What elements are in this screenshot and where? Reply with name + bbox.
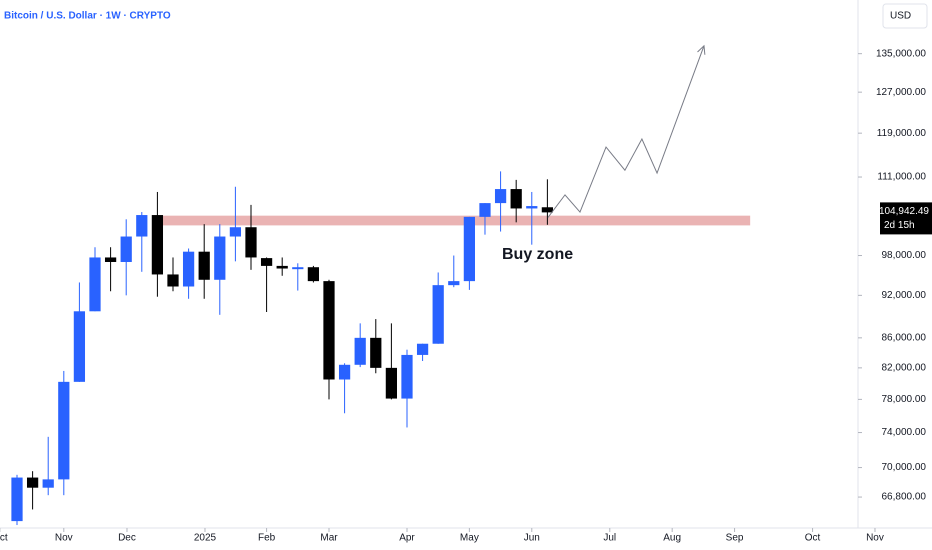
candle-body [510,189,522,209]
candle-body [198,251,210,280]
candle-body [214,236,226,280]
candle-body [448,281,460,286]
candle-body [526,206,538,209]
last-price-label: 104,942.49 [879,206,929,217]
y-tick-label: 135,000.00 [876,48,926,59]
candle-body [104,257,117,262]
candle-body [276,265,288,269]
candle-body [354,337,366,365]
x-tick-label: 2025 [194,533,217,544]
projection-arrowhead [697,44,706,55]
x-tick-label: Jul [603,533,616,544]
candle-body [323,281,335,380]
candle-body [151,215,164,275]
x-tick-label: Sep [726,533,744,544]
y-tick-label: 86,000.00 [882,332,927,343]
candle-body [307,267,320,282]
candle-body [338,364,351,380]
candle-body [463,216,475,282]
candle-body [479,203,491,217]
candle-body [42,479,54,488]
x-tick-label: Nov [55,533,73,544]
candle-body [385,367,398,399]
last-price-box [880,202,932,235]
candle-body [136,215,148,237]
candle-body [292,267,304,270]
y-tick-label: 111,000.00 [877,172,926,183]
candle-body [58,381,70,480]
candle-body [167,274,179,287]
x-tick-label: Jun [524,533,540,544]
candle-body [245,227,257,258]
chart-title: Bitcoin / U.S. Dollar · 1W · CRYPTO [4,11,171,22]
countdown-label: 2d 15h [884,220,915,231]
projection-path [547,45,705,218]
x-tick-label: Dec [118,533,136,544]
candle-body [229,227,242,237]
candle-body [26,477,39,488]
x-tick-label: Apr [399,533,415,544]
candle-body [370,337,382,368]
y-tick-label: 82,000.00 [882,363,927,374]
x-tick-label: Feb [258,533,276,544]
x-tick-label: Nov [866,533,884,544]
x-tick-label: Mar [320,533,338,544]
x-tick-label: Oct [805,533,821,544]
candle-body [494,189,507,204]
candle-body [73,311,86,382]
currency-button[interactable] [882,3,928,29]
x-tick-label: Oct [0,533,8,544]
candle-body [11,477,23,522]
candle-body [89,257,101,312]
currency-label[interactable]: USD [890,11,911,22]
y-tick-label: 70,000.00 [882,462,927,473]
candle-body [432,285,444,344]
y-tick-label: 98,000.00 [882,250,927,261]
y-tick-label: 119,000.00 [877,128,927,139]
y-tick-label: 78,000.00 [882,394,927,405]
x-tick-label: May [460,533,479,544]
candle-body [401,354,413,399]
candle-body [120,236,132,262]
x-tick-label: Aug [663,533,681,544]
candle-body [260,258,273,266]
candle-body [182,251,195,287]
zone-label: Buy zone [502,246,573,263]
y-tick-label: 127,000.00 [876,87,926,98]
buy-zone [157,215,751,226]
candle-body [541,207,553,213]
candle-body [416,343,429,355]
y-tick-label: 92,000.00 [882,290,927,301]
y-tick-label: 66,800.00 [882,492,927,503]
y-tick-label: 74,000.00 [882,427,927,438]
